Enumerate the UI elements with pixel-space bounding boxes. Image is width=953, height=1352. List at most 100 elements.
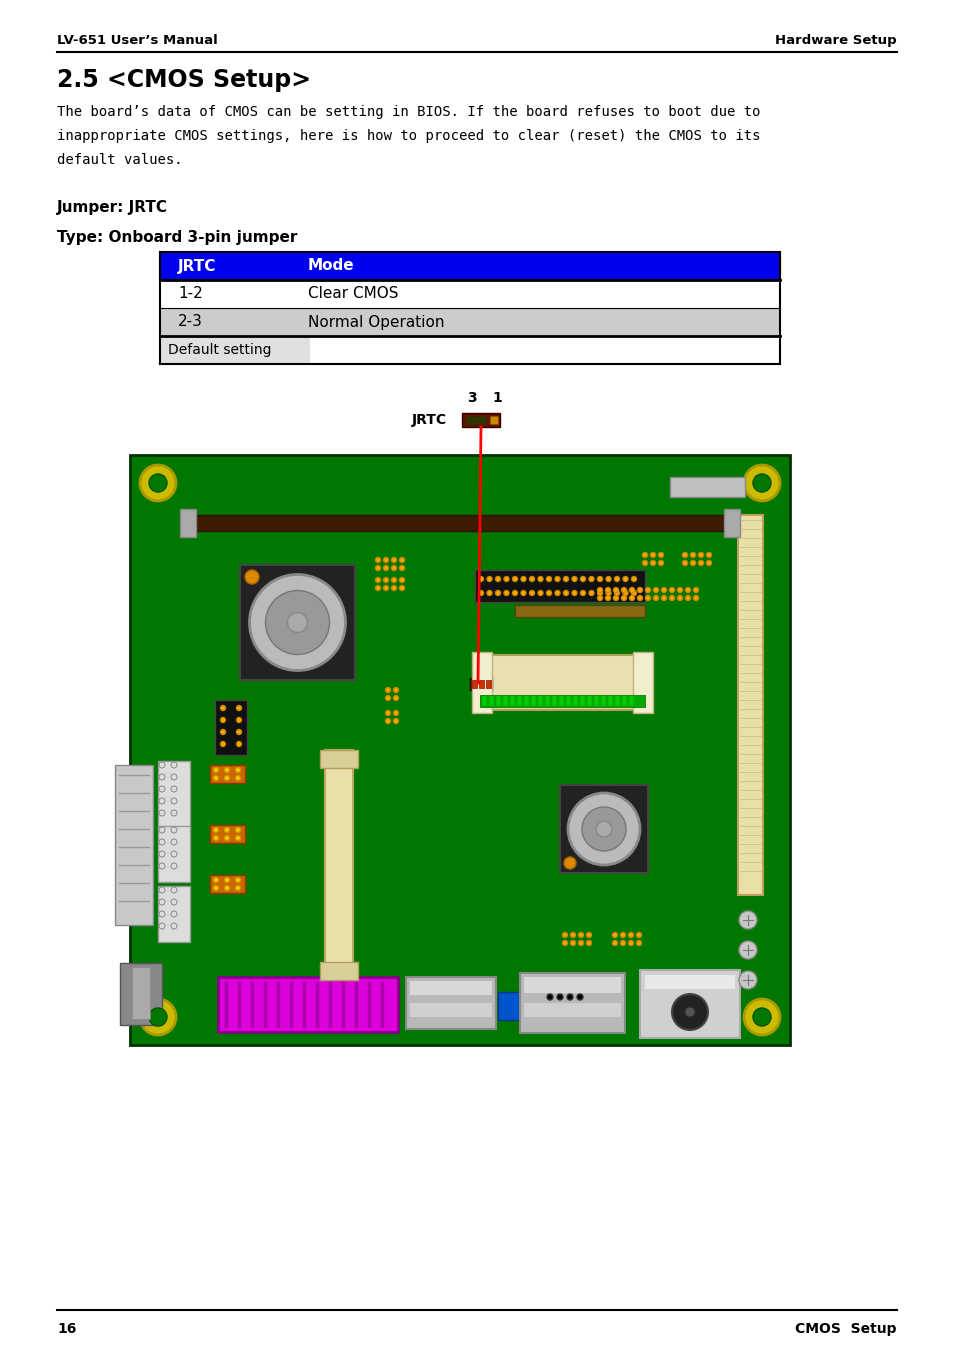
Circle shape <box>235 877 240 883</box>
Bar <box>475 571 644 602</box>
Circle shape <box>149 475 167 492</box>
Circle shape <box>224 768 230 772</box>
Text: Mode: Mode <box>308 258 355 273</box>
Bar <box>510 696 515 706</box>
Circle shape <box>391 565 396 571</box>
Circle shape <box>250 575 345 671</box>
Circle shape <box>478 576 483 581</box>
Circle shape <box>613 588 618 592</box>
Circle shape <box>645 588 650 592</box>
Circle shape <box>224 827 230 833</box>
Circle shape <box>605 591 610 595</box>
Circle shape <box>681 561 687 565</box>
Bar <box>497 992 519 1019</box>
Circle shape <box>393 718 398 723</box>
Circle shape <box>220 741 225 746</box>
Circle shape <box>658 553 662 557</box>
Circle shape <box>636 933 640 937</box>
Text: CMOS  Setup: CMOS Setup <box>795 1322 896 1336</box>
Bar <box>489 696 494 706</box>
Circle shape <box>637 595 641 600</box>
Circle shape <box>171 763 177 768</box>
Circle shape <box>546 994 553 1000</box>
Circle shape <box>681 553 687 557</box>
Circle shape <box>385 695 390 700</box>
Circle shape <box>224 836 230 841</box>
Circle shape <box>478 591 483 595</box>
Circle shape <box>537 591 542 595</box>
Circle shape <box>385 718 390 723</box>
Circle shape <box>546 591 551 595</box>
Text: Clear CMOS: Clear CMOS <box>308 287 398 301</box>
Bar <box>552 696 557 706</box>
Bar <box>472 680 476 688</box>
Circle shape <box>224 886 230 891</box>
Bar <box>723 508 740 537</box>
Circle shape <box>752 475 770 492</box>
Circle shape <box>171 773 177 780</box>
Bar <box>240 565 355 680</box>
Circle shape <box>614 576 618 581</box>
Circle shape <box>698 553 702 557</box>
Text: JRTC: JRTC <box>178 258 216 273</box>
Circle shape <box>613 595 618 600</box>
Circle shape <box>622 576 627 581</box>
Circle shape <box>570 941 575 945</box>
Bar <box>594 696 598 706</box>
Circle shape <box>393 711 398 715</box>
Circle shape <box>739 971 757 990</box>
Circle shape <box>159 763 165 768</box>
Circle shape <box>641 553 647 557</box>
Bar <box>158 761 190 829</box>
Circle shape <box>612 941 617 945</box>
Circle shape <box>503 576 509 581</box>
Bar <box>565 696 571 706</box>
Bar <box>644 975 734 990</box>
Circle shape <box>236 730 241 734</box>
Circle shape <box>597 595 602 600</box>
Circle shape <box>383 577 388 583</box>
Circle shape <box>486 576 492 581</box>
Circle shape <box>375 557 380 562</box>
Text: 3: 3 <box>467 391 476 406</box>
Circle shape <box>586 933 591 937</box>
Circle shape <box>690 553 695 557</box>
Circle shape <box>245 571 258 584</box>
Circle shape <box>597 576 602 581</box>
Circle shape <box>706 561 711 565</box>
Circle shape <box>653 595 658 600</box>
Bar <box>158 826 190 882</box>
Circle shape <box>579 576 585 581</box>
Bar <box>478 680 483 688</box>
Circle shape <box>213 886 218 891</box>
Circle shape <box>693 595 698 600</box>
Circle shape <box>586 941 591 945</box>
Bar <box>465 416 485 425</box>
Circle shape <box>619 941 625 945</box>
Circle shape <box>171 827 177 833</box>
Circle shape <box>236 741 241 746</box>
Circle shape <box>555 576 559 581</box>
Bar <box>461 412 499 427</box>
Bar <box>600 696 605 706</box>
Circle shape <box>383 557 388 562</box>
Circle shape <box>213 768 218 772</box>
Text: 16: 16 <box>57 1322 76 1336</box>
Bar <box>517 696 521 706</box>
Circle shape <box>220 730 225 734</box>
Circle shape <box>529 576 534 581</box>
Circle shape <box>596 821 612 837</box>
Circle shape <box>383 585 388 591</box>
Circle shape <box>690 561 695 565</box>
Circle shape <box>529 591 534 595</box>
Bar <box>523 696 529 706</box>
Circle shape <box>563 591 568 595</box>
Circle shape <box>213 776 218 780</box>
Circle shape <box>588 576 594 581</box>
Circle shape <box>149 1009 167 1026</box>
Bar <box>160 308 780 337</box>
Text: 2.5 <CMOS Setup>: 2.5 <CMOS Setup> <box>57 68 311 92</box>
Bar <box>470 677 492 690</box>
Text: Hardware Setup: Hardware Setup <box>775 34 896 47</box>
Bar <box>158 886 190 942</box>
